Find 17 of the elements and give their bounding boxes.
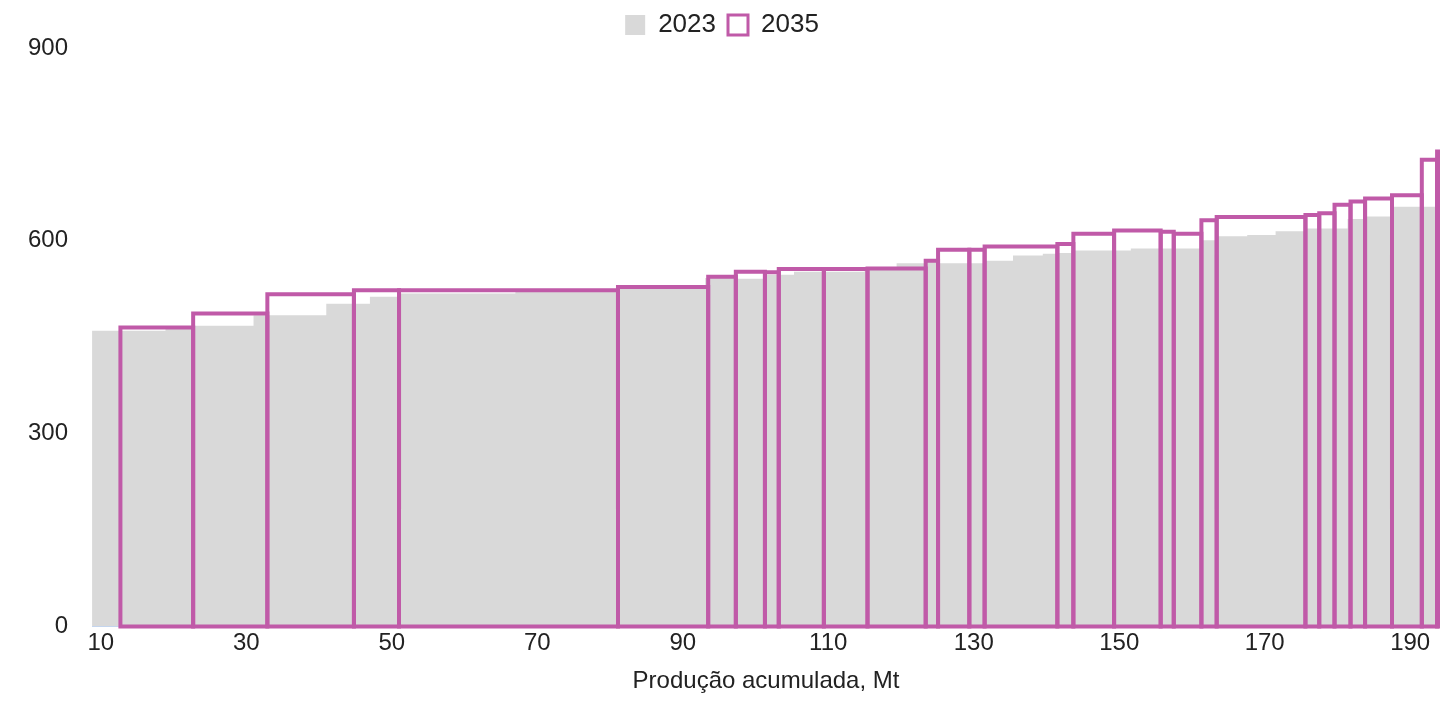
x-axis-title: Produção acumulada, Mt	[632, 666, 900, 694]
legend-label: 2035	[761, 8, 819, 39]
y-tick-label: 900	[28, 32, 69, 60]
x-tick-label: 10	[87, 628, 115, 656]
x-tick-label: 90	[669, 628, 697, 656]
y-tick-label: 600	[28, 225, 69, 253]
x-tick-label: 130	[953, 628, 994, 656]
y-tick-label: 0	[54, 611, 69, 639]
x-tick-label: 70	[523, 628, 551, 656]
legend-label: 2023	[658, 8, 716, 39]
y-tick-label: 300	[28, 418, 69, 446]
x-tick-label: 150	[1099, 628, 1140, 656]
x-tick-label: 50	[378, 628, 406, 656]
x-tick-label: 190	[1390, 628, 1431, 656]
x-tick-label: 170	[1244, 628, 1285, 656]
x-tick-label: 30	[232, 628, 260, 656]
x-tick-label: 110	[809, 628, 848, 656]
